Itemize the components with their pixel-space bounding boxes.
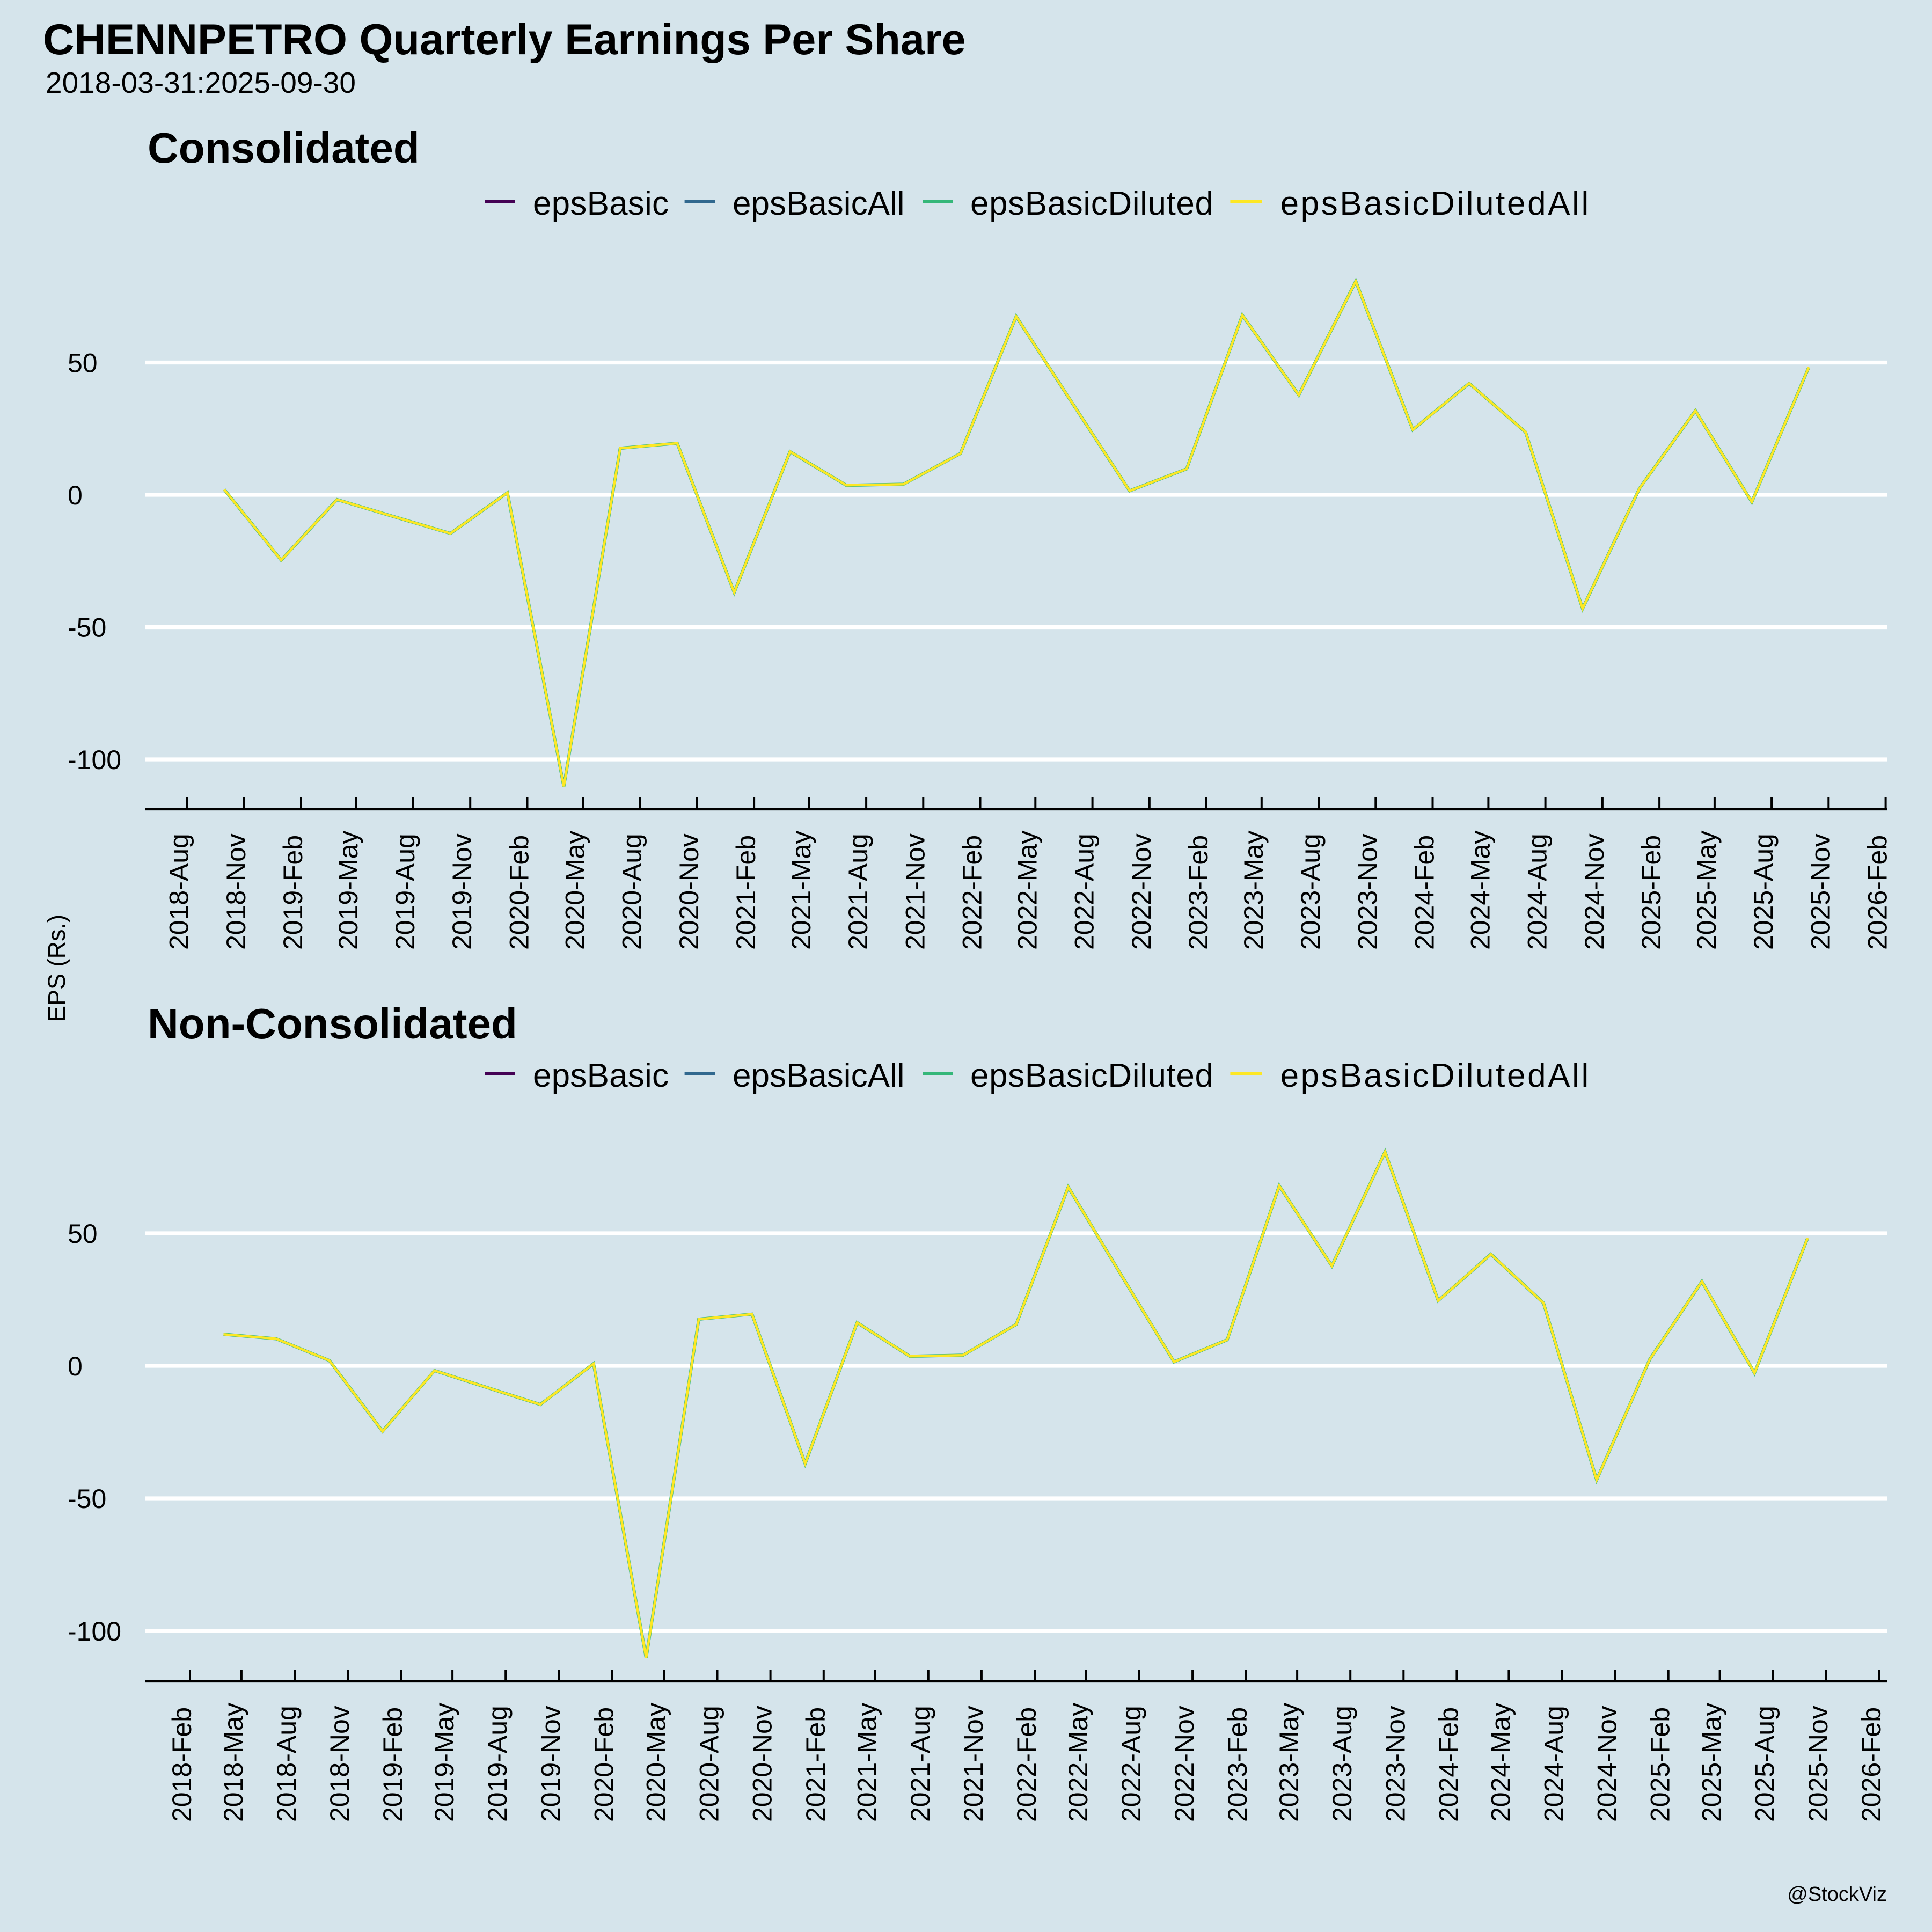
svg-text:epsBasicDiluted: epsBasicDiluted [970, 1057, 1214, 1094]
svg-text:2022-Nov: 2022-Nov [1169, 1706, 1199, 1822]
svg-text:2024-Aug: 2024-Aug [1539, 1706, 1569, 1822]
svg-text:2018-Nov: 2018-Nov [221, 833, 251, 950]
svg-text:2019-Aug: 2019-Aug [390, 833, 420, 950]
svg-text:@StockViz: @StockViz [1787, 1883, 1887, 1906]
svg-text:2019-Nov: 2019-Nov [447, 833, 477, 950]
svg-text:2021-Aug: 2021-Aug [843, 833, 873, 950]
svg-text:2019-Feb: 2019-Feb [278, 835, 308, 950]
svg-text:2019-Nov: 2019-Nov [536, 1706, 566, 1822]
svg-text:50: 50 [68, 348, 98, 378]
svg-text:2022-Aug: 2022-Aug [1116, 1706, 1146, 1822]
svg-text:2018-Feb: 2018-Feb [167, 1707, 197, 1822]
svg-text:epsBasic: epsBasic [533, 1057, 669, 1094]
svg-text:2019-Aug: 2019-Aug [482, 1706, 513, 1822]
svg-text:2025-Nov: 2025-Nov [1803, 1706, 1833, 1822]
svg-text:2022-Feb: 2022-Feb [957, 835, 987, 950]
svg-text:epsBasicDilutedAll: epsBasicDilutedAll [1280, 1057, 1591, 1094]
svg-text:2018-Nov: 2018-Nov [325, 1706, 355, 1822]
svg-text:EPS (Rs.): EPS (Rs.) [43, 914, 70, 1022]
svg-text:2023-Feb: 2023-Feb [1223, 1707, 1253, 1822]
svg-text:2023-Feb: 2023-Feb [1183, 835, 1213, 950]
svg-text:epsBasic: epsBasic [533, 185, 669, 222]
svg-text:2023-May: 2023-May [1274, 1703, 1304, 1822]
svg-text:2025-May: 2025-May [1692, 831, 1722, 950]
svg-text:2020-Nov: 2020-Nov [748, 1706, 778, 1822]
svg-text:2024-Nov: 2024-Nov [1592, 1706, 1622, 1822]
svg-text:2021-Nov: 2021-Nov [900, 833, 930, 950]
svg-text:2020-May: 2020-May [560, 831, 590, 950]
svg-text:2022-Aug: 2022-Aug [1070, 833, 1100, 950]
svg-text:2025-Aug: 2025-Aug [1750, 1706, 1780, 1822]
svg-text:2018-03-31:2025-09-30: 2018-03-31:2025-09-30 [46, 66, 356, 99]
svg-text:0: 0 [68, 1351, 83, 1381]
svg-text:2025-Feb: 2025-Feb [1636, 835, 1666, 950]
svg-text:2019-Feb: 2019-Feb [378, 1707, 408, 1822]
svg-text:0: 0 [68, 480, 83, 510]
svg-text:2023-Nov: 2023-Nov [1380, 1706, 1410, 1822]
svg-text:2020-May: 2020-May [641, 1703, 671, 1822]
svg-text:2020-Aug: 2020-Aug [617, 833, 647, 950]
svg-text:Consolidated: Consolidated [148, 124, 420, 172]
svg-text:2021-Nov: 2021-Nov [958, 1706, 989, 1822]
svg-text:2024-Feb: 2024-Feb [1433, 1707, 1463, 1822]
svg-text:-100: -100 [68, 745, 121, 775]
svg-text:CHENNPETRO Quarterly Earnings: CHENNPETRO Quarterly Earnings Per Share [43, 16, 966, 64]
svg-text:2022-May: 2022-May [1063, 1703, 1093, 1822]
svg-text:epsBasicDilutedAll: epsBasicDilutedAll [1280, 185, 1591, 222]
svg-text:2021-May: 2021-May [786, 831, 816, 950]
svg-text:2024-May: 2024-May [1485, 1703, 1516, 1822]
svg-text:2021-May: 2021-May [852, 1703, 882, 1822]
svg-text:2020-Feb: 2020-Feb [504, 835, 535, 950]
svg-text:epsBasicDiluted: epsBasicDiluted [970, 185, 1214, 222]
svg-text:epsBasicAll: epsBasicAll [733, 1057, 904, 1094]
svg-text:2021-Aug: 2021-Aug [905, 1706, 935, 1822]
svg-text:2025-May: 2025-May [1697, 1703, 1727, 1822]
svg-text:2024-May: 2024-May [1465, 831, 1495, 950]
svg-text:2018-Aug: 2018-Aug [272, 1706, 302, 1822]
svg-text:-100: -100 [68, 1616, 121, 1646]
svg-text:2018-May: 2018-May [218, 1703, 248, 1822]
svg-text:-50: -50 [68, 612, 106, 642]
svg-text:50: 50 [68, 1219, 98, 1249]
svg-text:2022-Feb: 2022-Feb [1012, 1707, 1042, 1822]
svg-text:2025-Nov: 2025-Nov [1805, 833, 1835, 950]
svg-text:2020-Aug: 2020-Aug [694, 1706, 724, 1822]
svg-text:2023-Aug: 2023-Aug [1327, 1706, 1357, 1822]
svg-text:2018-Aug: 2018-Aug [164, 833, 194, 950]
svg-text:2021-Feb: 2021-Feb [731, 835, 761, 950]
svg-text:2022-May: 2022-May [1012, 831, 1042, 950]
svg-text:2023-Nov: 2023-Nov [1352, 833, 1382, 950]
svg-text:2019-May: 2019-May [333, 831, 363, 950]
svg-text:epsBasicAll: epsBasicAll [733, 185, 904, 222]
svg-text:2022-Nov: 2022-Nov [1126, 833, 1157, 950]
svg-text:2025-Feb: 2025-Feb [1645, 1707, 1675, 1822]
svg-text:2024-Aug: 2024-Aug [1523, 833, 1553, 950]
svg-text:2019-May: 2019-May [429, 1703, 459, 1822]
svg-text:2025-Aug: 2025-Aug [1748, 833, 1779, 950]
svg-text:-50: -50 [68, 1484, 106, 1514]
svg-text:2024-Nov: 2024-Nov [1579, 833, 1609, 950]
svg-text:2023-Aug: 2023-Aug [1296, 833, 1326, 950]
svg-text:2020-Feb: 2020-Feb [589, 1707, 619, 1822]
svg-text:2021-Feb: 2021-Feb [801, 1707, 831, 1822]
svg-text:Non-Consolidated: Non-Consolidated [148, 1000, 517, 1048]
svg-text:2024-Feb: 2024-Feb [1410, 835, 1440, 950]
svg-text:2023-May: 2023-May [1239, 831, 1269, 950]
svg-text:2026-Feb: 2026-Feb [1856, 1707, 1886, 1822]
svg-text:2026-Feb: 2026-Feb [1863, 835, 1893, 950]
svg-text:2020-Nov: 2020-Nov [674, 833, 704, 950]
